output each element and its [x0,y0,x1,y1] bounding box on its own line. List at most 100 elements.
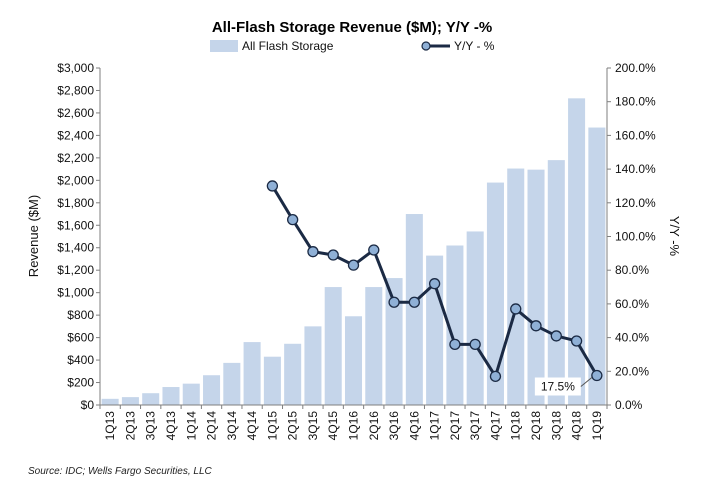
x-tick-label-1Q19: 1Q19 [590,411,604,441]
yoy-point-4Q16 [408,296,420,308]
source-note: Source: IDC; Wells Fargo Securities, LLC [28,466,213,477]
bar-4Q13 [162,387,180,405]
x-tick-label-1Q14: 1Q14 [184,411,198,441]
bar-1Q13 [101,398,119,405]
bar-1Q19 [588,127,606,405]
x-tick-label-3Q16: 3Q16 [387,411,401,441]
bar-1Q15 [263,356,281,405]
y-axis-title-right: Y/Y -% [667,216,682,257]
yoy-point-3Q16 [388,296,400,308]
y-left-tick-label: $1,800 [57,196,94,210]
y-right-tick-label: 120.0% [615,196,656,210]
yoy-point-4Q15 [327,249,339,261]
x-tick-label-2Q17: 2Q17 [448,411,462,441]
bar-2Q16 [365,287,383,405]
x-tick-label-2Q16: 2Q16 [367,411,381,441]
y-left-tick-label: $1,400 [57,241,94,255]
bar-2Q17 [446,245,464,405]
yoy-point-4Q18 [570,335,583,347]
yoy-point-2Q15 [287,213,299,226]
yoy-point-1Q18 [510,303,522,315]
y-right-tick-label: 180.0% [615,95,656,109]
bar-4Q14 [243,342,261,405]
y-right-tick-label: 160.0% [615,128,656,142]
yoy-point-4Q17 [489,370,502,383]
yoy-point-1Q16 [347,259,360,271]
y-left-tick-label: $2,800 [57,83,94,97]
x-tick-label-4Q18: 4Q18 [570,411,584,441]
y-left-tick-label: $2,600 [57,106,94,120]
bar-4Q15 [324,287,342,405]
y-right-tick-label: 80.0% [615,263,649,277]
y-right-tick-label: 60.0% [615,297,649,311]
x-tick-label-1Q13: 1Q13 [103,411,117,441]
bar-4Q18 [568,98,586,405]
annotation-label: 17.5% [541,380,575,394]
y-right-tick-label: 140.0% [615,162,656,176]
bar-3Q14 [223,362,241,405]
bar-1Q14 [182,383,200,405]
y-axis-title-left: Revenue ($M) [26,195,41,277]
bar-3Q13 [142,393,160,405]
y-right-tick-label: 100.0% [615,230,656,244]
bar-1Q17 [426,255,444,405]
yoy-point-2Q16 [368,244,380,256]
x-tick-label-2Q14: 2Q14 [205,411,219,441]
yoy-point-3Q18 [550,330,562,342]
y-left-tick-label: $0 [81,398,95,412]
bar-2Q14 [203,375,221,405]
x-tick-label-4Q15: 4Q15 [326,411,340,441]
annotation-leader [580,377,593,387]
x-tick-label-1Q16: 1Q16 [347,411,361,441]
y-left-tick-label: $2,000 [57,173,94,187]
x-tick-label-3Q14: 3Q14 [225,411,239,441]
bar-1Q16 [344,316,363,405]
y-left-tick-label: $600 [67,331,94,345]
yoy-point-1Q19 [591,369,603,382]
y-right-tick-label: 200.0% [615,61,656,75]
plot-area: $0 $200 $400 $600 $800 $1,000 $1,200 $1,400 $1,6… [57,61,656,440]
y-right-tick-label: 0.0% [615,398,643,412]
legend-label-bars: All Flash Storage [242,39,334,53]
legend-swatch-marker [421,41,431,51]
chart-title: All-Flash Storage Revenue ($M); Y/Y -% [212,19,492,36]
legend-label-line: Y/Y - % [454,39,495,53]
x-tick-label-4Q13: 4Q13 [164,411,178,441]
yoy-point-1Q15 [266,180,279,192]
bar-4Q17 [486,182,504,405]
x-tick-label-3Q13: 3Q13 [144,411,158,441]
legend: All Flash Storage Y/Y - % [210,39,495,53]
yoy-point-3Q15 [307,246,319,258]
bar-2Q13 [121,397,139,405]
yoy-point-2Q18 [530,320,542,332]
annotation-box [534,377,581,396]
x-tick-label-3Q15: 3Q15 [306,411,320,441]
x-tick-label-4Q16: 4Q16 [407,411,421,441]
y-left-tick-label: $200 [67,376,94,390]
yoy-point-3Q17 [469,338,481,350]
x-tick-label-1Q15: 1Q15 [265,411,279,441]
y-left-tick-label: $400 [67,353,94,367]
x-tick-label-1Q17: 1Q17 [428,411,442,441]
y-left-tick-label: $2,200 [57,151,94,165]
y-right-tick-label: 20.0% [615,364,649,378]
y-left-tick-label: $1,000 [57,286,94,300]
yoy-point-2Q17 [449,338,461,350]
x-tick-label-3Q18: 3Q18 [549,411,563,441]
bar-4Q16 [405,214,423,405]
x-tick-label-4Q14: 4Q14 [245,411,259,441]
x-tick-label-2Q18: 2Q18 [529,411,543,441]
bar-3Q18 [547,160,565,405]
legend-swatch-bars [210,40,238,52]
y-left-tick-label: $800 [67,308,94,322]
bar-3Q17 [466,231,484,405]
x-tick-label-2Q13: 2Q13 [123,411,137,441]
y-left-tick-label: $3,000 [57,61,94,75]
x-tick-label-3Q17: 3Q17 [468,411,482,441]
y-left-tick-label: $1,200 [57,263,94,277]
bar-3Q15 [304,326,322,405]
bar-2Q15 [284,343,302,405]
y-right-tick-label: 40.0% [615,331,649,345]
